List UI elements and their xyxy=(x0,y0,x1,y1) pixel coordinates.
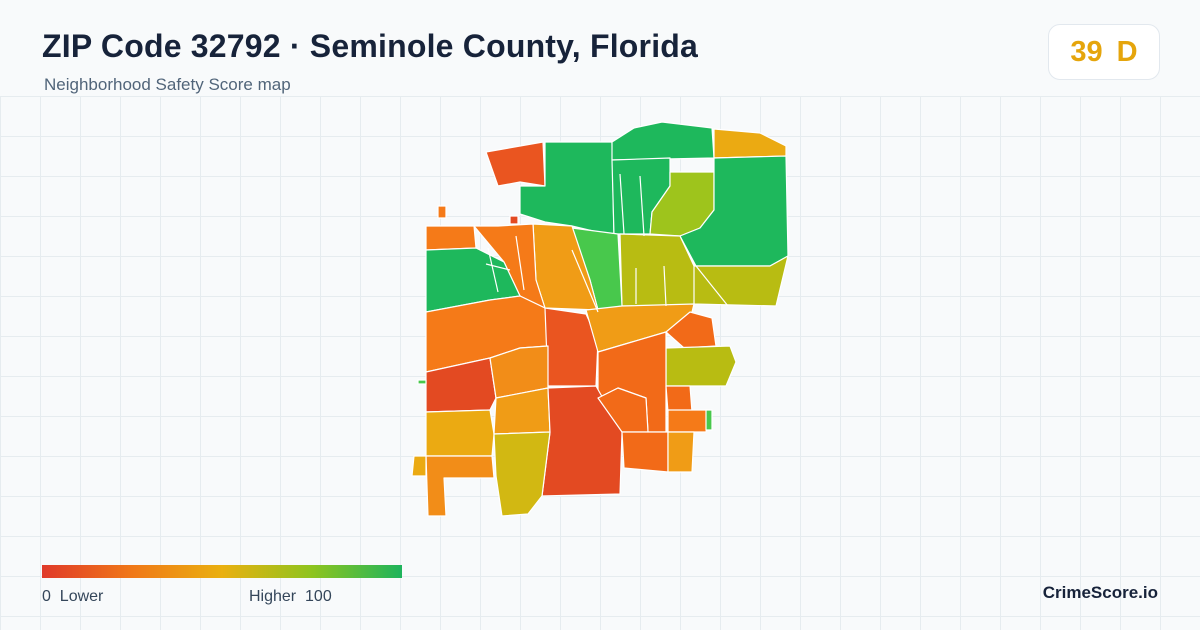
page-title: ZIP Code 32792 · Seminole County, Florid… xyxy=(42,28,699,64)
region-southwest-amber-bottom[interactable] xyxy=(425,455,495,517)
page-subtitle: Neighborhood Safety Score map xyxy=(44,75,291,94)
region-central-olive[interactable] xyxy=(619,233,695,307)
region-nw-tract[interactable] xyxy=(485,141,546,187)
region-north-lake[interactable] xyxy=(611,121,715,161)
region-southwest-gold[interactable] xyxy=(425,409,495,457)
region-south-orange-strip[interactable] xyxy=(667,409,711,433)
region-isolated-nw-bit[interactable] xyxy=(437,205,447,219)
region-mid-orange-small[interactable] xyxy=(489,345,549,399)
score-value: 39 xyxy=(1070,35,1103,68)
region-south-orange-bottom[interactable] xyxy=(621,431,669,473)
region-east-green-sliver[interactable] xyxy=(705,409,713,431)
region-southwest-notch[interactable] xyxy=(411,455,427,477)
score-grade: D xyxy=(1116,35,1138,68)
legend-gradient-bar xyxy=(42,565,402,578)
region-east-olive-mid[interactable] xyxy=(665,345,737,387)
legend-low-label: 0 Lower xyxy=(42,588,103,606)
boundary-north-lines xyxy=(485,173,729,313)
region-west-green-sliver[interactable] xyxy=(417,379,427,385)
region-isolated-dot[interactable] xyxy=(509,215,519,225)
region-northeast-corner[interactable] xyxy=(713,128,787,159)
region-south-yellow-central[interactable] xyxy=(493,431,551,517)
brand-logo-text: CrimeScore.io xyxy=(1042,583,1158,602)
region-south-orange-left[interactable] xyxy=(597,387,649,433)
legend-max: 100 xyxy=(305,588,332,605)
region-west-red[interactable] xyxy=(425,357,497,413)
region-west-orange-top[interactable] xyxy=(425,225,477,251)
legend-min-label: Lower xyxy=(59,588,104,605)
region-south-orange-right[interactable] xyxy=(665,385,693,413)
legend-high-label: Higher 100 xyxy=(249,588,332,606)
safety-score-badge: 39 D xyxy=(1048,24,1160,80)
region-south-amber-bottom[interactable] xyxy=(667,431,695,473)
legend-min: 0 xyxy=(42,588,51,605)
legend-max-label: Higher xyxy=(249,588,297,605)
